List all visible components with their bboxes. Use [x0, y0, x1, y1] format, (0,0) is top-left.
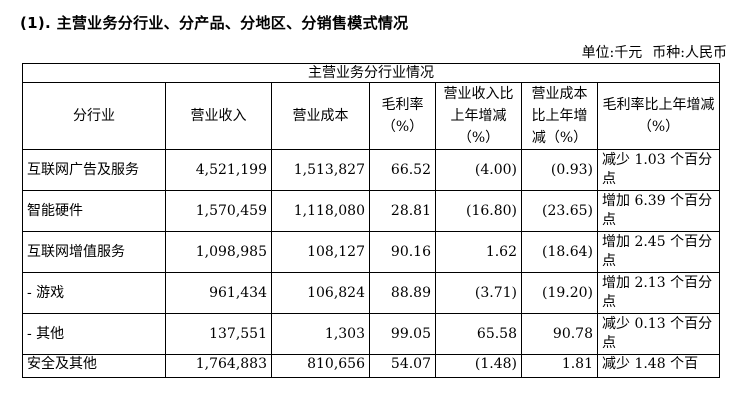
section-heading: (1). 主营业务分行业、分产品、分地区、分销售模式情况 — [20, 14, 409, 32]
cell-gross-margin: 54.07 — [369, 354, 436, 378]
cell-cost: 1,118,080 — [271, 190, 370, 232]
cell-margin-change: 增加 6.39 个百分点 — [596, 190, 721, 232]
cell-revenue-change: (3.71) — [435, 272, 522, 314]
cell-gross-margin: 88.89 — [369, 272, 436, 314]
header-gross-margin: 毛利率（%） — [369, 82, 436, 150]
cell-revenue: 1,098,985 — [165, 231, 272, 273]
table-title-row: 主营业务分行业情况 — [21, 63, 721, 83]
cell-gross-margin: 99.05 — [369, 313, 436, 355]
cell-margin-change: 减少 0.13 个百分点 — [596, 313, 721, 355]
cell-segment: 智能硬件 — [22, 190, 166, 232]
header-cost: 营业成本 — [271, 82, 370, 150]
cell-revenue-change: 1.62 — [435, 231, 522, 273]
cell-revenue-change: (16.80) — [435, 190, 522, 232]
cell-cost: 810,656 — [271, 354, 370, 378]
cell-segment: - 其他 — [22, 313, 166, 355]
cell-margin-change: 减少 1.48 个百 — [596, 354, 721, 378]
cell-cost-change: (18.64) — [521, 231, 598, 273]
segment-table: 主营业务分行业情况 分行业 营业收入 营业成本 毛利率（%） 营业收入比上年增减… — [21, 63, 721, 378]
table-row: - 游戏 961,434 106,824 88.89 (3.71) (19.20… — [22, 272, 721, 314]
cell-revenue: 1,764,883 — [165, 354, 272, 378]
header-revenue-change: 营业收入比上年增减（%） — [435, 82, 522, 150]
cell-revenue: 137,551 — [165, 313, 272, 355]
cell-margin-change: 增加 2.13 个百分点 — [596, 272, 721, 314]
table-header-row: 分行业 营业收入 营业成本 毛利率（%） 营业收入比上年增减（%） 营业成本比上… — [22, 82, 721, 150]
cell-cost-change: (23.65) — [521, 190, 598, 232]
unit-note: 单位:千元 币种:人民币 — [582, 42, 727, 62]
cell-gross-margin: 90.16 — [369, 231, 436, 273]
header-margin-change: 毛利率比上年增减（%） — [596, 82, 721, 150]
cell-segment: 安全及其他 — [22, 354, 166, 378]
header-cost-change: 营业成本比上年增减（%） — [521, 82, 598, 150]
cell-margin-change: 增加 2.45 个百分点 — [596, 231, 721, 273]
cell-cost: 1,513,827 — [271, 149, 370, 191]
cell-gross-margin: 28.81 — [369, 190, 436, 232]
cell-margin-change: 减少 1.03 个百分点 — [596, 149, 721, 191]
table-row: 互联网增值服务 1,098,985 108,127 90.16 1.62 (18… — [22, 231, 721, 273]
unit-label: 单位:千元 — [581, 45, 643, 61]
cell-revenue: 961,434 — [165, 272, 272, 314]
cell-cost-change: 90.78 — [521, 313, 598, 355]
cell-revenue-change: 65.58 — [435, 313, 522, 355]
table-row: - 其他 137,551 1,303 99.05 65.58 90.78 减少 … — [22, 313, 721, 355]
cell-cost: 108,127 — [271, 231, 370, 273]
cell-cost: 1,303 — [271, 313, 370, 355]
cell-cost-change: (0.93) — [521, 149, 598, 191]
currency-label: 币种:人民币 — [652, 45, 727, 61]
cell-revenue-change: (1.48) — [435, 354, 522, 378]
cell-cost-change: (19.20) — [521, 272, 598, 314]
table-row: 智能硬件 1,570,459 1,118,080 28.81 (16.80) (… — [22, 190, 721, 232]
cell-cost-change: 1.81 — [521, 354, 598, 378]
cell-cost: 106,824 — [271, 272, 370, 314]
cell-revenue: 1,570,459 — [165, 190, 272, 232]
cell-revenue: 4,521,199 — [165, 149, 272, 191]
cell-segment: - 游戏 — [22, 272, 166, 314]
cell-revenue-change: (4.00) — [435, 149, 522, 191]
cell-segment: 互联网广告及服务 — [22, 149, 166, 191]
table-title: 主营业务分行业情况 — [21, 63, 721, 83]
header-segment: 分行业 — [22, 82, 166, 150]
header-revenue: 营业收入 — [165, 82, 272, 150]
cell-segment: 互联网增值服务 — [22, 231, 166, 273]
table-row: 安全及其他 1,764,883 810,656 54.07 (1.48) 1.8… — [22, 354, 721, 378]
cell-gross-margin: 66.52 — [369, 149, 436, 191]
table-row: 互联网广告及服务 4,521,199 1,513,827 66.52 (4.00… — [22, 149, 721, 191]
